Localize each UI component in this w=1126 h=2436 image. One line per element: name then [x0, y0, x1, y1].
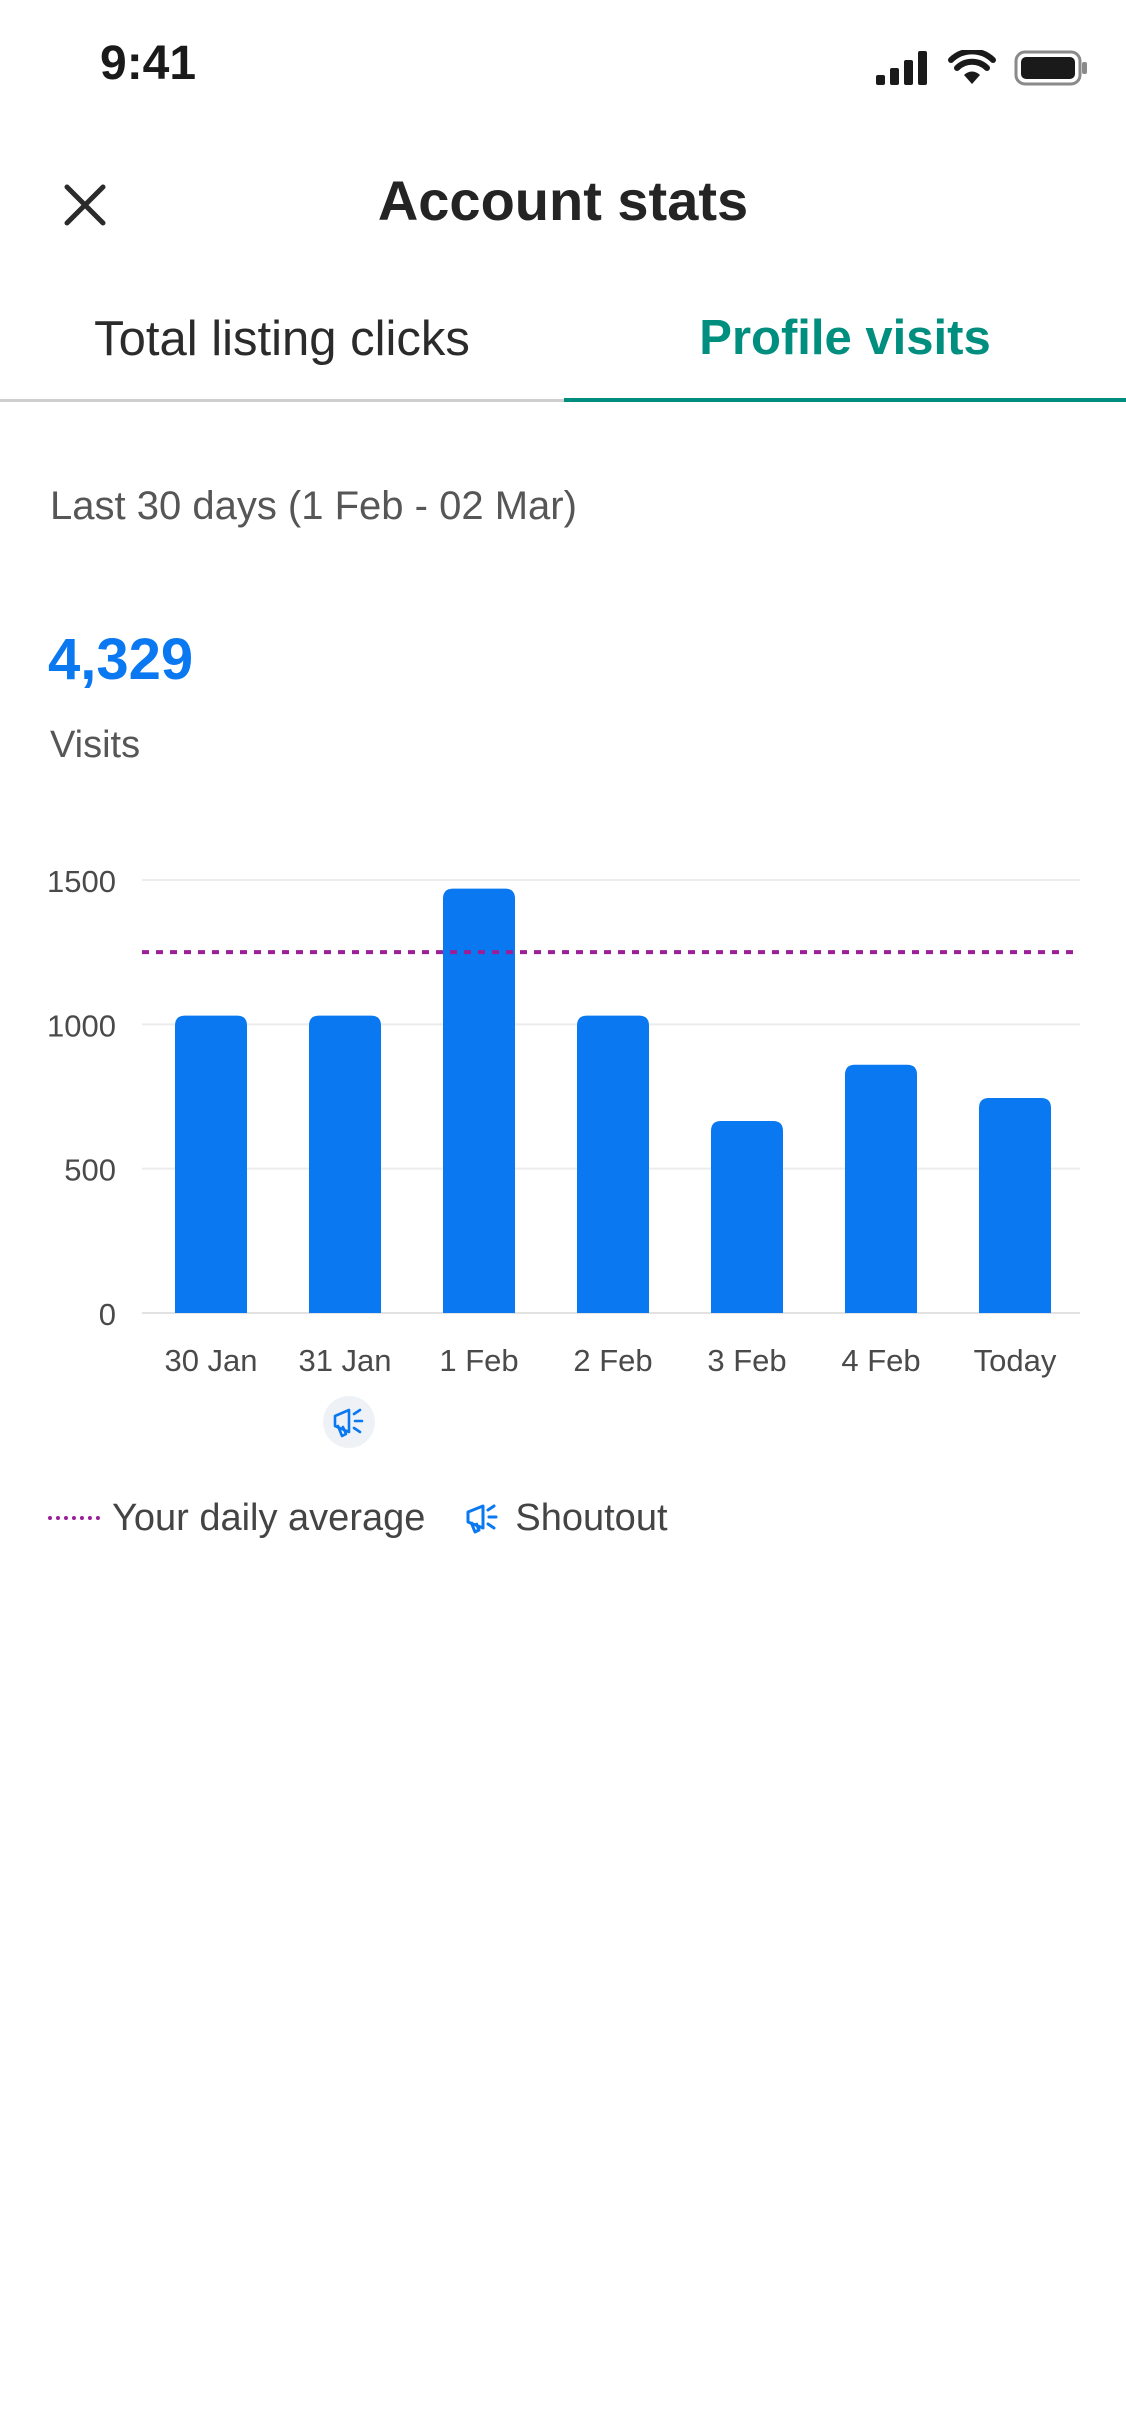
close-icon — [64, 184, 106, 226]
x-tick-label: 3 Feb — [707, 1343, 786, 1378]
legend-shoutout-label: Shoutout — [515, 1496, 668, 1539]
y-tick-label: 1000 — [47, 1008, 116, 1043]
x-tick-label: 31 Jan — [298, 1343, 391, 1378]
x-tick-label: 30 Jan — [164, 1343, 257, 1378]
chart-bar — [175, 1015, 247, 1313]
header: Account stats — [0, 150, 1126, 260]
y-tick-label: 500 — [64, 1153, 116, 1188]
total-visits-label: Visits — [50, 724, 141, 766]
chart-svg: 0 500 1000 1500 30 Jan 31 Jan 1 Feb 2 Feb 3 Feb 4… — [47, 864, 1080, 1448]
chart-bar — [577, 1015, 649, 1313]
wifi-icon — [948, 50, 996, 84]
battery-icon — [1014, 50, 1087, 86]
close-button[interactable] — [52, 172, 118, 238]
megaphone-icon — [466, 1504, 498, 1534]
tab-bar: Total listing clicks Profile visits — [0, 278, 1126, 402]
cellular-signal-icon — [876, 51, 927, 85]
visits-bar-chart: 0 500 1000 1500 30 Jan 31 Jan 1 Feb 2 Feb 3 Feb 4… — [0, 840, 1126, 1460]
legend-shoutout: Shoutout — [463, 1496, 668, 1540]
tab-label: Total listing clicks — [94, 311, 470, 366]
chart-bar — [711, 1121, 783, 1313]
legend-average-label: Your daily average — [112, 1496, 426, 1539]
total-visits-value: 4,329 — [48, 627, 194, 692]
x-tick-label: 1 Feb — [439, 1343, 518, 1378]
tab-label: Profile visits — [699, 311, 991, 365]
x-tick-label: Today — [974, 1343, 1057, 1378]
page-title: Account stats — [377, 169, 749, 232]
tab-profile-visits[interactable]: Profile visits — [564, 278, 1126, 402]
chart-bar — [309, 1015, 381, 1313]
average-line-swatch — [48, 1516, 100, 1520]
tab-total-listing-clicks[interactable]: Total listing clicks — [0, 278, 564, 402]
chart-bar — [979, 1097, 1051, 1313]
status-icons — [876, 46, 1088, 90]
legend-average: Your daily average — [48, 1497, 425, 1540]
shoutout-marker — [323, 1396, 375, 1448]
status-bar: 9:41 — [0, 0, 1126, 130]
chart-legend: Your daily average Shoutout — [48, 1490, 668, 1546]
x-tick-label: 2 Feb — [573, 1343, 652, 1378]
y-tick-label: 0 — [99, 1297, 116, 1332]
date-range: Last 30 days (1 Feb - 02 Mar) — [50, 484, 577, 528]
status-time: 9:41 — [100, 37, 197, 90]
chart-bar — [845, 1064, 917, 1313]
chart-bar — [443, 888, 515, 1313]
y-tick-label: 1500 — [47, 864, 116, 899]
x-tick-label: 4 Feb — [841, 1343, 920, 1378]
